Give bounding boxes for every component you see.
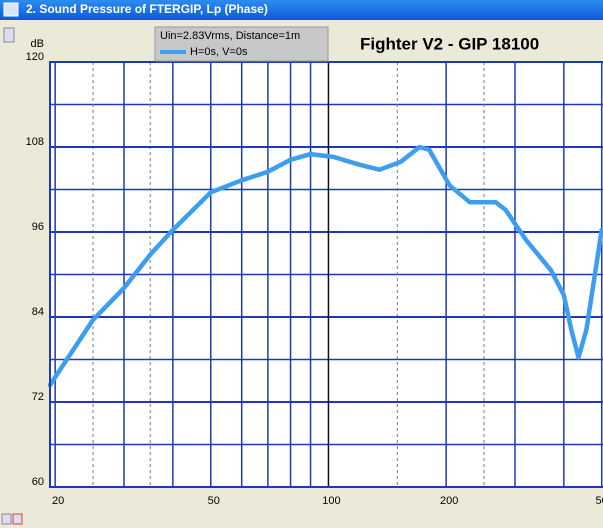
x-tick-label: 50 <box>208 495 220 507</box>
title-bar <box>0 0 603 20</box>
tool-icon[interactable] <box>1 513 12 525</box>
x-tick-label: 100 <box>322 495 340 507</box>
y-tick-label: 72 <box>32 391 44 403</box>
x-tick-label: 500 <box>596 495 603 507</box>
scroll-button[interactable] <box>3 27 15 43</box>
legend-label: H=0s, V=0s <box>190 46 248 58</box>
chart-title: Fighter V2 - GIP 18100 <box>360 34 539 53</box>
window-title: 2. Sound Pressure of FTERGIP, Lp (Phase) <box>26 2 268 16</box>
y-axis-label: dB <box>31 38 44 50</box>
plot-frame <box>49 61 603 488</box>
y-tick-label: 120 <box>26 51 44 63</box>
y-tick-label: 84 <box>32 306 44 318</box>
annotation: Uin=2.83Vrms, Distance=1m <box>160 30 300 42</box>
x-tick-label: 200 <box>440 495 458 507</box>
y-tick-label: 108 <box>26 136 44 148</box>
tool-icon[interactable] <box>12 513 23 525</box>
window-icon[interactable] <box>3 2 19 17</box>
y-tick-label: 60 <box>32 476 44 488</box>
legend <box>154 26 329 62</box>
data-line <box>47 144 603 388</box>
x-tick-label: 20 <box>52 495 64 507</box>
y-tick-label: 96 <box>32 221 44 233</box>
